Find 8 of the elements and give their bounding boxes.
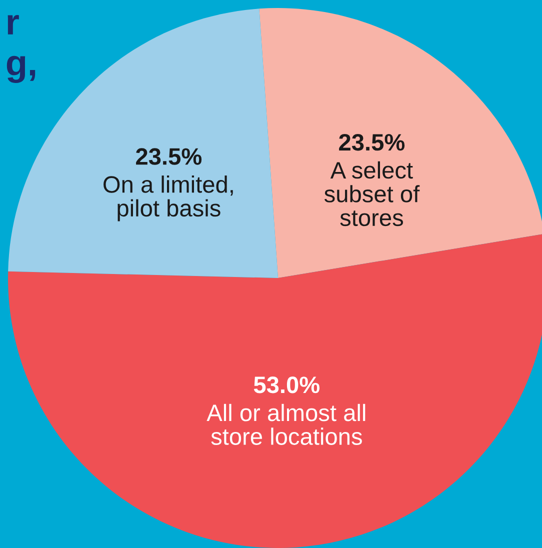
data-label: 23.5% [339,134,405,151]
data-label: 23.5% [136,148,202,165]
text: r [8,14,19,34]
slice-label: All or almost all store locations [206,404,366,445]
slice-label: A select subset of stores [324,161,420,226]
data-label: 53.0% [254,376,320,394]
slice-label: On a limited, pilot basis [104,176,233,222]
text: g, [6,56,36,83]
